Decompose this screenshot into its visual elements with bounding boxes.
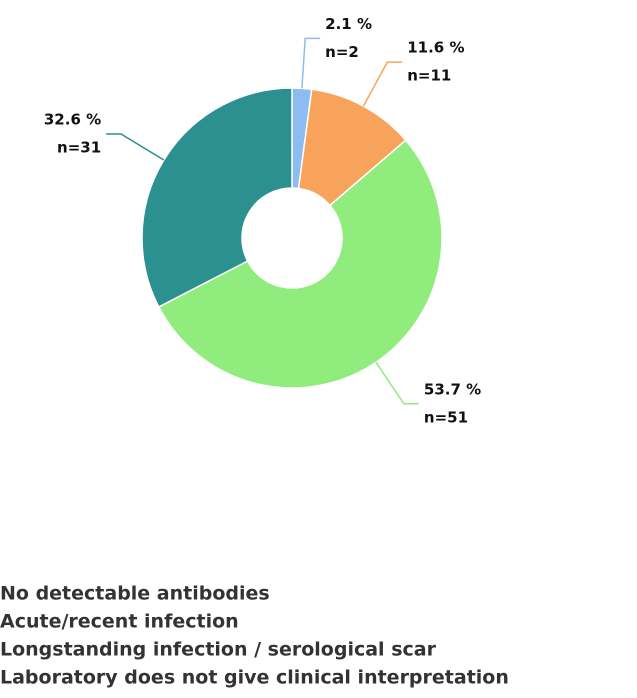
- slice: [157, 139, 443, 389]
- slice: [141, 87, 293, 308]
- data-label: n=51: [424, 408, 468, 426]
- legend-item: No detectable antibodies: [0, 583, 270, 605]
- data-label: n=11: [407, 67, 451, 85]
- data-label: 2.1 %: [325, 15, 372, 33]
- data-label: 32.6 %: [44, 111, 101, 129]
- data-label: n=2: [325, 43, 359, 61]
- data-label: n=31: [57, 139, 101, 157]
- connector: [375, 361, 419, 405]
- data-label: 53.7 %: [424, 380, 481, 398]
- data-label: 11.6 %: [407, 39, 464, 57]
- connector: [362, 61, 403, 107]
- legend-item: Laboratory does not give clinical interp…: [0, 667, 509, 689]
- connector: [106, 133, 165, 161]
- legend-item: Acute/recent infection: [0, 611, 239, 633]
- connector: [301, 37, 321, 89]
- legend-item: Longstanding infection / serological sca…: [0, 639, 437, 661]
